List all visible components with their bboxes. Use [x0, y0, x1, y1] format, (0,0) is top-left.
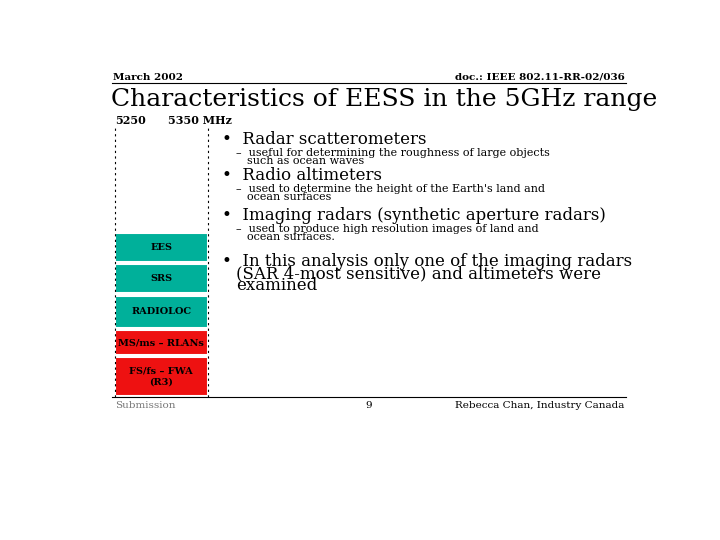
Bar [114, 264, 208, 294]
Text: MS/ms – RLANs: MS/ms – RLANs [118, 338, 204, 347]
Text: FS/fs – FWA
(R3): FS/fs – FWA (R3) [130, 367, 193, 386]
Text: examined: examined [235, 278, 317, 294]
Text: 9: 9 [366, 401, 372, 410]
Text: Submission: Submission [114, 401, 175, 410]
Bar [114, 296, 208, 328]
Text: (SAR 4-most sensitive) and altimeters were: (SAR 4-most sensitive) and altimeters we… [235, 265, 600, 282]
Bar [114, 330, 208, 355]
Text: RADIOLOC: RADIOLOC [131, 307, 192, 316]
Text: ocean surfaces: ocean surfaces [246, 192, 331, 202]
Text: doc.: IEEE 802.11-RR-02/036: doc.: IEEE 802.11-RR-02/036 [455, 72, 625, 82]
Bar [114, 357, 208, 396]
Text: ocean surfaces.: ocean surfaces. [246, 232, 334, 242]
Text: •  In this analysis only one of the imaging radars: • In this analysis only one of the imagi… [222, 253, 632, 269]
Text: March 2002: March 2002 [113, 72, 184, 82]
Text: –  used to produce high resolution images of land and: – used to produce high resolution images… [235, 224, 539, 234]
Text: Rebecca Chan, Industry Canada: Rebecca Chan, Industry Canada [455, 401, 625, 410]
Text: 5250: 5250 [114, 114, 145, 126]
Text: •  Radio altimeters: • Radio altimeters [222, 167, 382, 184]
Text: such as ocean waves: such as ocean waves [246, 156, 364, 166]
Text: •  Radar scatterometers: • Radar scatterometers [222, 131, 426, 148]
Bar [114, 233, 208, 262]
Text: –  useful for determining the roughness of large objects: – useful for determining the roughness o… [235, 147, 549, 158]
Text: EES: EES [150, 243, 172, 252]
Text: SRS: SRS [150, 274, 172, 284]
Text: 5350 MHz: 5350 MHz [168, 114, 231, 126]
Text: •  Imaging radars (synthetic aperture radars): • Imaging radars (synthetic aperture rad… [222, 207, 606, 224]
Text: Characteristics of EESS in the 5GHz range: Characteristics of EESS in the 5GHz rang… [112, 88, 657, 111]
Text: –  used to determine the height of the Earth's land and: – used to determine the height of the Ea… [235, 184, 545, 194]
